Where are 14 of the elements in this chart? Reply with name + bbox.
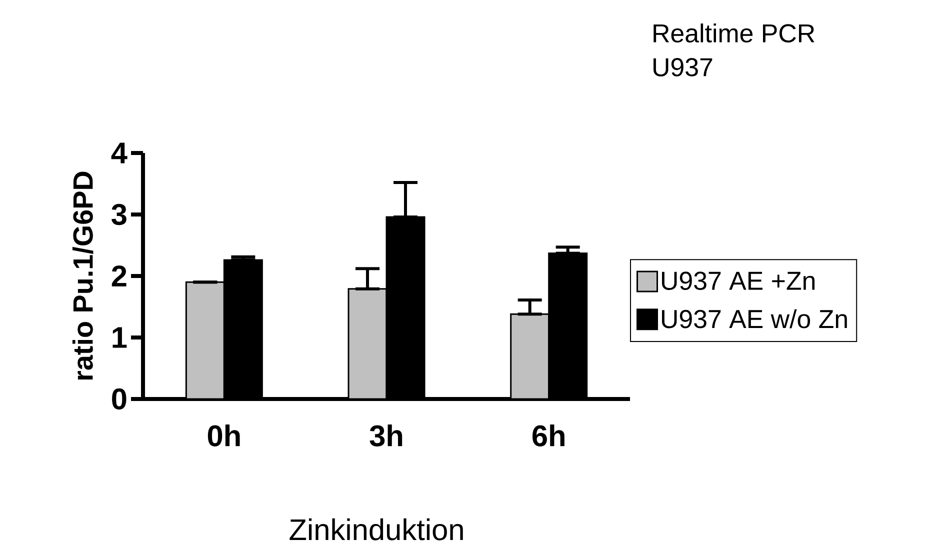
y-tick-label: 0 [112,388,126,410]
legend-label: U937 AE w/o Zn [662,309,847,328]
y-tick-label: 4 [111,142,128,164]
text: Realtime PCR [654,24,814,43]
legend-label: U937 AE +Zn [662,272,815,290]
x-tick-label: 0h [208,424,240,446]
text: U937 [654,58,712,76]
y-axis-title: ratio Pu.1/G6PD [72,172,94,380]
x-tick-label: 3h [370,424,402,446]
x-axis-title: Zinkinduktion [290,518,463,540]
y-tick-label: 2 [112,266,126,286]
x-tick-label: 6h [532,424,564,446]
y-tick-label: 3 [112,204,126,226]
y-tick-label: 1 [112,327,127,348]
